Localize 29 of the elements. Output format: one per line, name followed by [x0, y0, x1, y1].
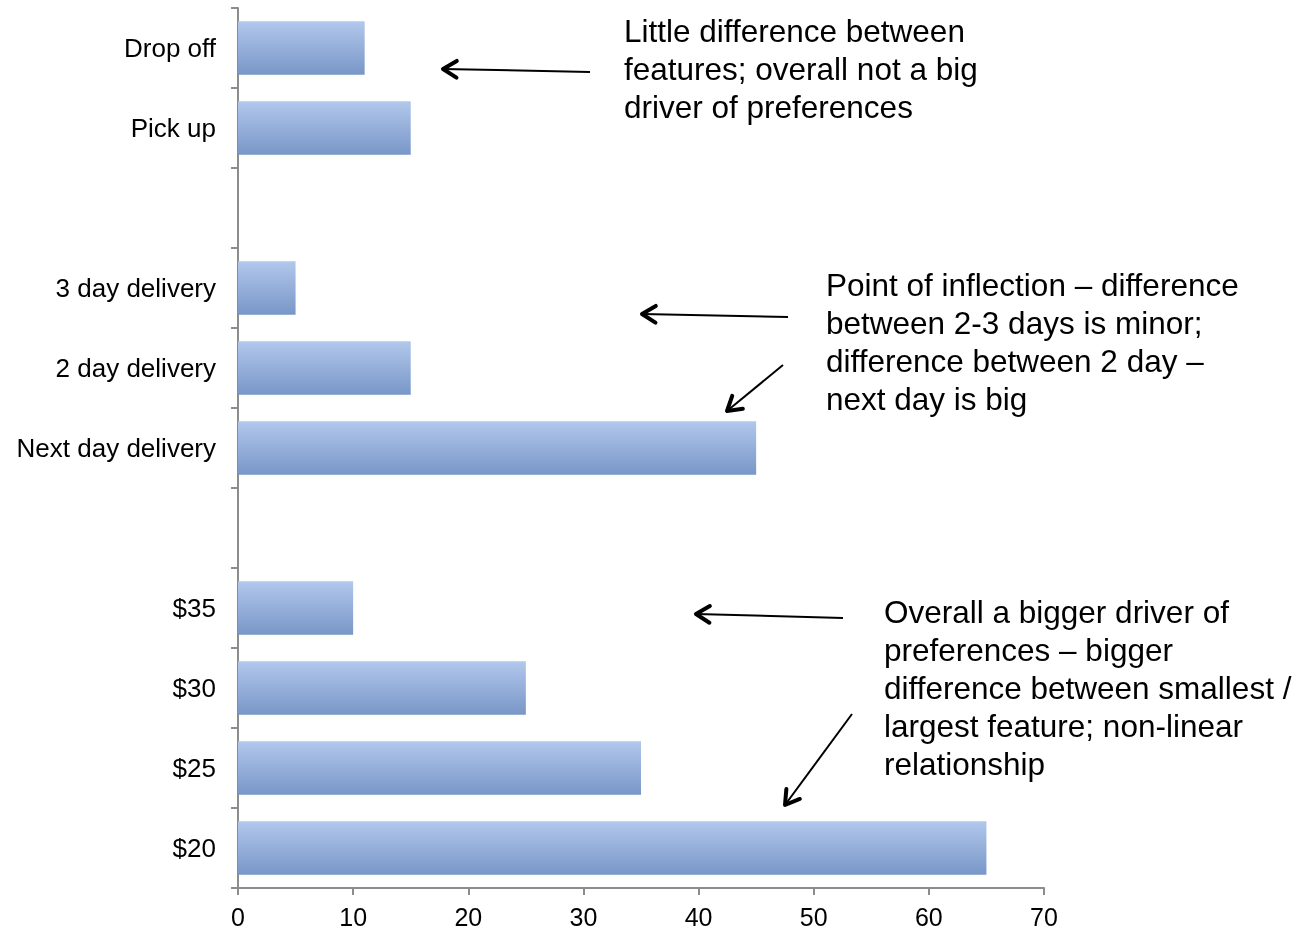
bar: [238, 821, 987, 875]
bar: [238, 101, 411, 155]
bar: [238, 741, 641, 795]
y-tick-label: 3 day delivery: [55, 273, 216, 303]
bar: [238, 21, 365, 75]
annotation: Overall a bigger driver of preferences – bigger difference between smallest / largest feature; non-linear relationship: [884, 593, 1293, 783]
x-tick-label: 10: [339, 902, 368, 931]
x-tick-label: 50: [799, 902, 828, 931]
y-tick-label: Pick up: [130, 113, 216, 143]
x-tick-label: 70: [1030, 902, 1058, 931]
bar: [238, 341, 411, 395]
annotation: Point of inflection – difference between 2-3 days is minor; difference between 2 day – next day is big: [826, 266, 1240, 418]
y-tick-label: Drop off: [123, 33, 217, 63]
x-tick-label: 20: [454, 902, 483, 931]
x-tick-label: 60: [914, 902, 943, 931]
bar: [238, 661, 526, 715]
bar: [238, 261, 296, 315]
y-tick-label: $25: [172, 753, 216, 783]
bar: [238, 421, 757, 475]
y-tick-label: $35: [172, 593, 216, 623]
y-tick-label: $20: [172, 833, 216, 863]
y-tick-label: Next day delivery: [16, 433, 216, 463]
x-tick-label: 0: [231, 902, 245, 931]
y-tick-label: 2 day delivery: [55, 353, 216, 383]
x-tick-label: 30: [569, 902, 598, 931]
bar: [238, 581, 354, 635]
x-tick-label: 40: [684, 902, 713, 931]
y-tick-label: $30: [172, 673, 216, 703]
annotation: Little difference between features; overall not a big driver of preferences: [624, 12, 979, 126]
